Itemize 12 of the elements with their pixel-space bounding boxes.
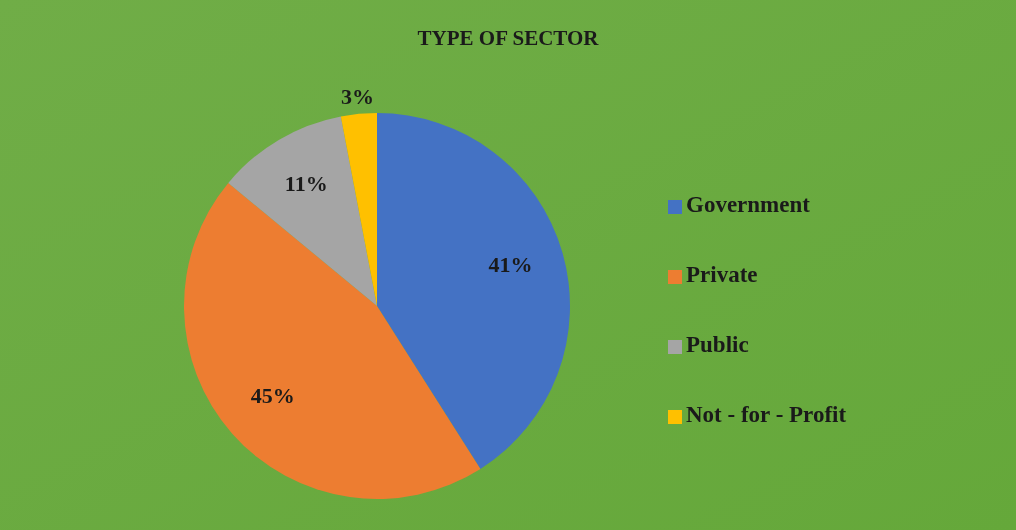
legend-label: Private — [686, 262, 758, 288]
data-label: 45% — [250, 382, 295, 408]
legend-label: Public — [686, 332, 749, 358]
legend-label: Not - for - Profit — [686, 402, 847, 428]
chart-title: TYPE OF SECTOR — [417, 26, 600, 50]
data-label: 3% — [340, 83, 374, 109]
pie-slice — [228, 116, 377, 306]
data-label: 11% — [284, 171, 328, 197]
pie-slice — [377, 113, 570, 469]
pie-slice — [340, 113, 377, 306]
legend-label: Government — [686, 192, 811, 218]
data-label: 41% — [488, 252, 533, 278]
